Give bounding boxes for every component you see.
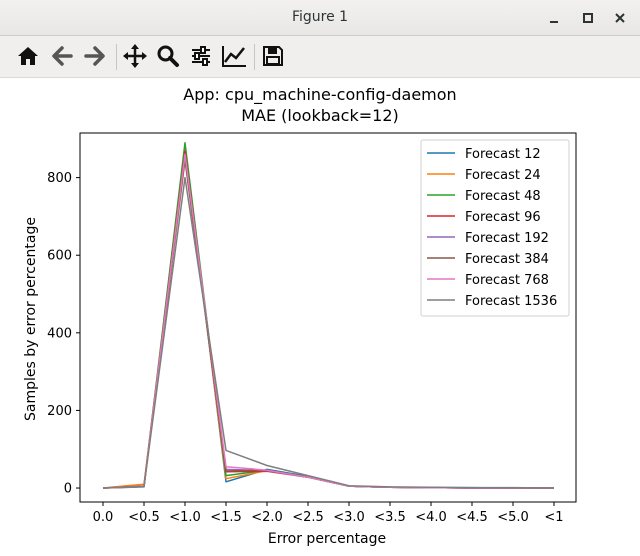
x-tick-label: <3.0 — [333, 510, 365, 525]
maximize-icon — [583, 13, 593, 23]
x-tick-label: <2.0 — [251, 510, 283, 525]
figure-canvas: App: cpu_machine-config-daemon MAE (look… — [23, 85, 577, 547]
toolbar-separator — [254, 44, 255, 70]
x-tick-label: 0.0 — [93, 510, 114, 525]
legend-label: Forecast 192 — [465, 231, 549, 246]
legend-label: Forecast 12 — [465, 147, 541, 162]
legend-label: Forecast 96 — [465, 210, 541, 225]
series-line-8 — [102, 176, 555, 489]
zoom-icon — [157, 45, 179, 67]
x-tick-label: <0.5 — [128, 510, 160, 525]
subplots-icon — [192, 46, 210, 66]
forward-arrow-icon — [84, 46, 105, 66]
x-tick-label: <4.5 — [456, 510, 488, 525]
legend-box — [420, 139, 570, 317]
axes-frame — [79, 132, 577, 503]
x-tick-label: <1.0 — [169, 510, 201, 525]
home-icon — [18, 47, 38, 65]
navigation-toolbar — [0, 36, 640, 78]
legend-label: Forecast 768 — [465, 273, 549, 288]
edit-axes-button[interactable] — [219, 41, 249, 71]
back-button[interactable] — [47, 41, 77, 71]
forward-button[interactable] — [80, 41, 110, 71]
pan-icon — [123, 44, 147, 68]
x-tick-label: <5.0 — [497, 510, 529, 525]
y-axis-label: Samples by error percentage — [23, 217, 39, 421]
save-icon — [263, 46, 283, 66]
y-tick-label: 200 — [47, 404, 72, 419]
legend-label: Forecast 24 — [465, 168, 541, 183]
x-tick-label: <2.5 — [292, 510, 324, 525]
y-tick-label: 600 — [47, 249, 72, 264]
toolbar-separator — [116, 44, 117, 70]
legend-label: Forecast 384 — [465, 252, 549, 267]
x-axis-label: Error percentage — [268, 531, 386, 547]
window-title: Figure 1 — [291, 9, 349, 25]
minimize-button[interactable] — [544, 8, 564, 28]
x-tick-label: <3.5 — [374, 510, 406, 525]
close-icon — [615, 13, 625, 23]
plot-area: 0.0 <0.5 <1.0 <1.5 <2.0 <2.5 <3.0 <3.5 <4.0 <4.5 <… — [47, 132, 577, 525]
x-tick-label: <1 — [544, 510, 563, 525]
chart-title: App: cpu_machine-config-daemon — [183, 85, 456, 105]
y-tick-label: 400 — [47, 326, 72, 341]
window-titlebar: Figure 1 — [0, 0, 640, 36]
minimize-icon — [550, 21, 558, 23]
maximize-button[interactable] — [578, 8, 598, 28]
home-button[interactable] — [13, 41, 43, 71]
close-button[interactable] — [610, 8, 630, 28]
x-tick-label: <1.5 — [210, 510, 242, 525]
edit-axes-icon — [222, 46, 246, 67]
back-arrow-icon — [52, 46, 73, 66]
legend-label: Forecast 1536 — [465, 294, 557, 309]
y-tick-label: 0 — [64, 482, 72, 497]
zoom-button[interactable] — [153, 41, 183, 71]
save-button[interactable] — [258, 41, 288, 71]
chart-subtitle: MAE (lookback=12) — [241, 106, 399, 125]
legend-label: Forecast 48 — [465, 189, 541, 204]
x-tick-label: <4.0 — [415, 510, 447, 525]
subplots-button[interactable] — [186, 41, 216, 71]
y-tick-label: 800 — [47, 171, 72, 186]
pan-button[interactable] — [120, 41, 150, 71]
